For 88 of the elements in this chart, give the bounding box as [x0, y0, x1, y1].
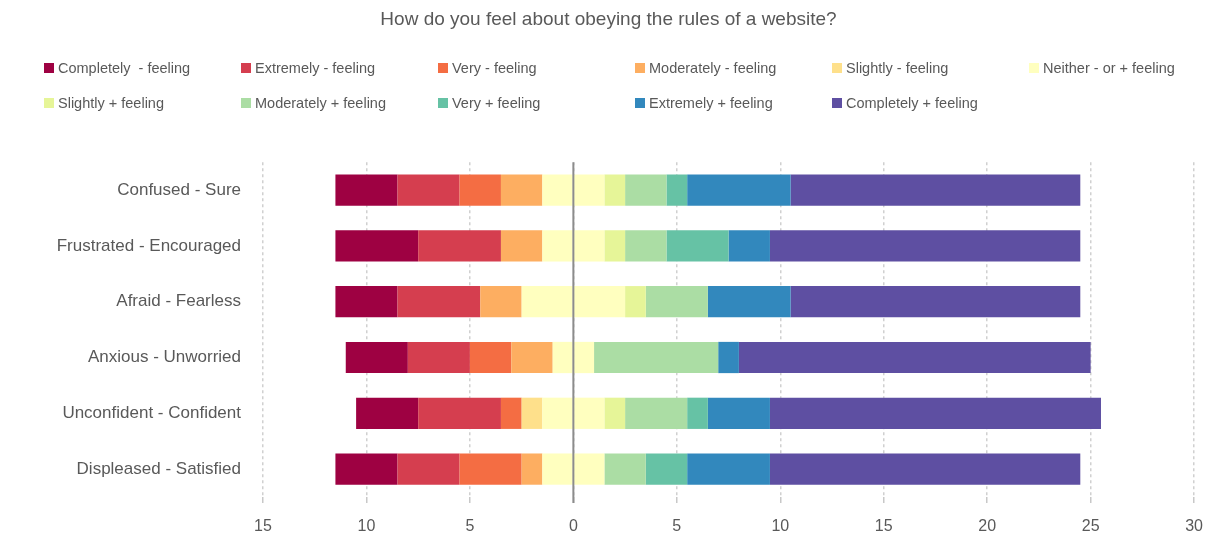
bar	[604, 174, 626, 206]
y-tick-label: Confused - Sure	[117, 179, 241, 199]
bar	[511, 341, 553, 374]
bar	[574, 397, 605, 429]
x-tick-label: 15	[254, 517, 272, 535]
bar	[335, 174, 398, 206]
x-tick-label: 15	[874, 517, 893, 535]
x-tick-label: 20	[978, 517, 997, 535]
legend-label: Completely - feeling	[58, 59, 191, 76]
bar	[521, 453, 543, 485]
bar	[604, 453, 646, 485]
legend-label: Extremely - feeling	[255, 59, 376, 76]
bar	[574, 341, 595, 374]
bar	[625, 230, 667, 262]
bar	[707, 397, 770, 429]
bar	[407, 341, 470, 374]
legend-label: Completely + feeling	[846, 94, 978, 111]
legend-label: Neither - or + feeling	[1043, 59, 1175, 76]
bar	[574, 174, 605, 206]
bar	[521, 397, 543, 429]
bar	[335, 286, 398, 318]
bar	[790, 174, 1081, 206]
bar	[397, 453, 460, 485]
bar	[666, 230, 729, 262]
legend-label: Moderately + feeling	[255, 94, 386, 111]
bar	[728, 230, 770, 262]
legend-label: Very + feeling	[452, 94, 541, 111]
bar	[594, 341, 719, 374]
bar	[645, 286, 708, 318]
legend-label: Slightly + feeling	[58, 94, 164, 111]
bar	[356, 397, 419, 429]
bar	[738, 341, 1091, 374]
bar	[418, 397, 501, 429]
legend-label: Extremely + feeling	[649, 94, 773, 111]
x-tick-label: 5	[465, 517, 475, 535]
bar	[542, 230, 573, 262]
bar	[397, 174, 460, 206]
bar	[790, 286, 1081, 318]
legend-label: Slightly - feeling	[846, 59, 949, 76]
bar	[542, 397, 573, 429]
bar	[459, 174, 501, 206]
bar	[500, 397, 522, 429]
bar	[500, 174, 543, 206]
x-tick-label: 5	[672, 517, 682, 535]
bar	[625, 397, 688, 429]
bar	[521, 286, 573, 318]
chart-title: How do you feel about obeying the rules of a website?	[379, 7, 838, 31]
bar	[687, 453, 770, 485]
y-tick-label: Afraid - Fearless	[116, 291, 241, 311]
bar	[718, 341, 739, 374]
bar	[574, 453, 605, 485]
legend-label: Moderately - feeling	[649, 59, 777, 76]
bar	[604, 397, 626, 429]
bar	[552, 341, 573, 374]
x-tick-label: 10	[357, 517, 376, 535]
y-tick-label: Displeased - Satisfied	[76, 458, 241, 478]
bar	[542, 174, 573, 206]
bar	[459, 453, 522, 485]
bar	[345, 341, 408, 374]
x-tick-label: 10	[771, 517, 790, 535]
bar	[418, 230, 501, 262]
bar	[335, 230, 419, 262]
bar	[625, 286, 646, 318]
bar	[707, 286, 791, 318]
x-tick-label: 0	[568, 517, 578, 535]
bar	[335, 453, 398, 485]
bar	[625, 174, 667, 206]
y-tick-label: Unconfident - Confident	[62, 402, 242, 422]
bar	[397, 286, 481, 318]
bar	[500, 230, 543, 262]
bar	[469, 341, 512, 374]
bar	[769, 397, 1101, 429]
bar	[687, 174, 791, 206]
bar	[542, 453, 573, 485]
bar	[574, 230, 605, 262]
bar	[480, 286, 522, 318]
bar	[687, 397, 708, 429]
bar	[645, 453, 688, 485]
legend-label: Very - feeling	[452, 59, 537, 76]
bar	[666, 174, 688, 206]
y-tick-label: Anxious - Unworried	[87, 347, 241, 367]
y-tick-label: Frustrated - Encouraged	[56, 235, 241, 255]
bar	[769, 230, 1081, 262]
x-tick-label: 30	[1185, 517, 1204, 535]
bar	[769, 453, 1081, 485]
bar	[604, 230, 626, 262]
bar	[574, 286, 626, 318]
x-tick-label: 25	[1081, 517, 1100, 535]
